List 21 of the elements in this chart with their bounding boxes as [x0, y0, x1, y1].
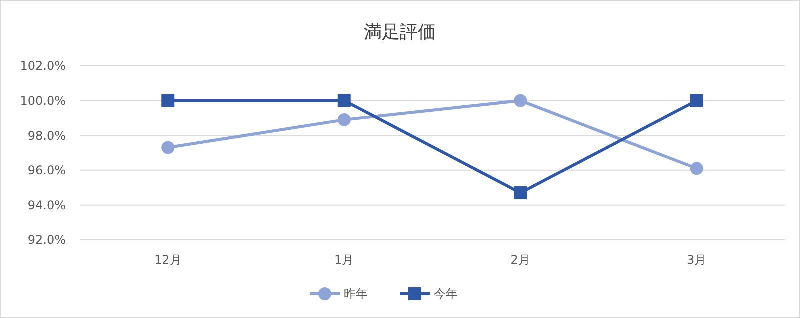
point: [514, 94, 528, 108]
point: [690, 162, 704, 176]
chart-title: 満足評価: [364, 22, 436, 43]
y-tick-label: 94.0%: [28, 198, 66, 212]
point: [338, 113, 351, 126]
point: [162, 141, 175, 154]
x-tick-label: 12月: [154, 253, 182, 267]
y-tick-label: 98.0%: [28, 128, 66, 143]
point: [162, 94, 175, 108]
x-tick-label: 1月: [334, 253, 354, 267]
legend-label: 今年: [434, 287, 458, 302]
y-tick-label: 92.0%: [28, 233, 66, 248]
point: [690, 94, 704, 108]
y-tick-label: 96.0%: [28, 164, 66, 178]
point: [514, 186, 528, 200]
x-tick-label: 2月: [510, 253, 530, 267]
y-tick-label: 100.0%: [20, 94, 66, 108]
point: [338, 94, 351, 108]
legend-label: 昨年: [344, 287, 368, 302]
x-tick-label: 3月: [687, 253, 707, 267]
y-tick-label: 102.0%: [20, 59, 66, 74]
